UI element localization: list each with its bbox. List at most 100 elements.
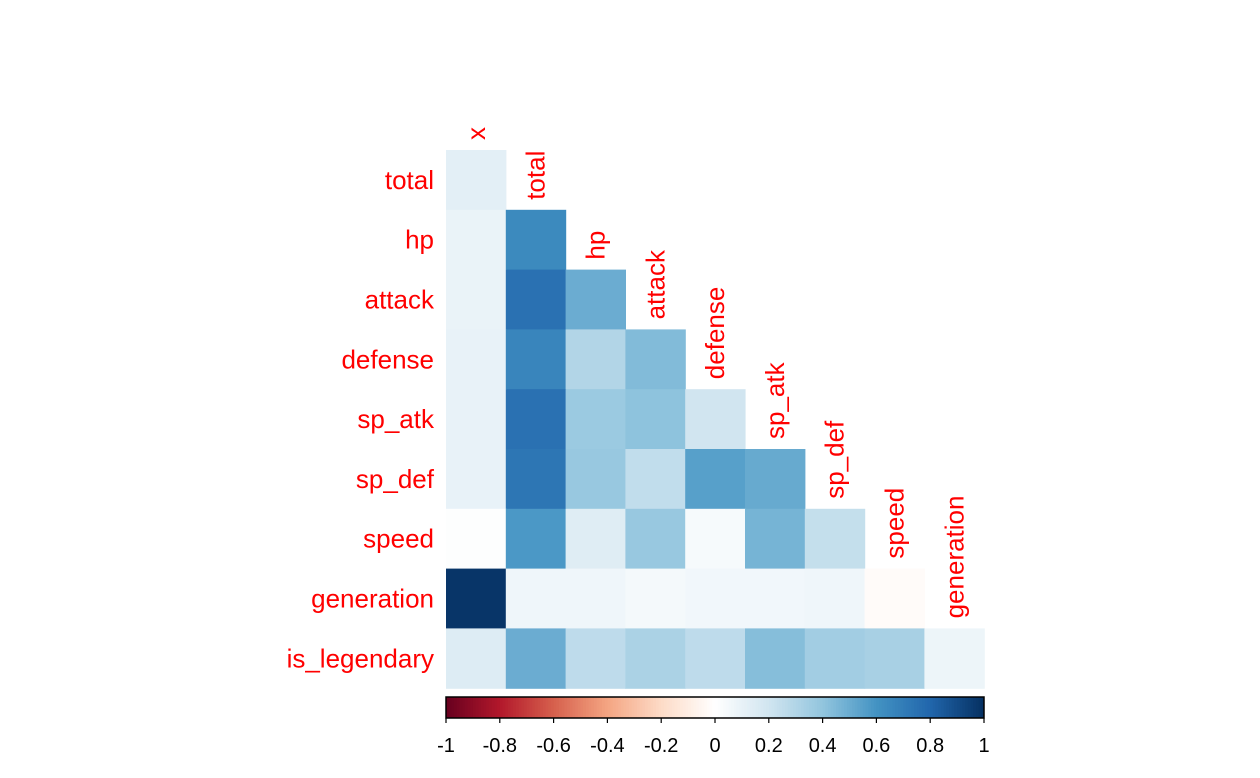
colorbar-segment <box>927 697 931 718</box>
colorbar-segment <box>836 697 840 718</box>
heatmap-cell-attack-hp <box>565 269 626 330</box>
colorbar-segment <box>868 697 872 718</box>
colorbar-segment <box>696 697 700 718</box>
colorbar-segment <box>846 697 850 718</box>
row-label-sp_atk: sp_atk <box>357 404 435 434</box>
row-label-defense: defense <box>341 344 434 374</box>
colorbar-segment <box>962 697 966 718</box>
colorbar-segment <box>763 697 767 718</box>
colorbar-segment <box>879 697 883 718</box>
colorbar-segment <box>975 697 980 718</box>
colorbar-tick-label: 0.4 <box>809 735 837 757</box>
colorbar-segment <box>521 697 525 718</box>
colorbar-segment <box>739 697 743 718</box>
column-label-attack: attack <box>640 249 670 319</box>
colorbar-segment <box>959 697 963 718</box>
colorbar-segment <box>723 697 727 718</box>
colorbar-segment <box>776 697 781 718</box>
colorbar-segment <box>448 697 452 718</box>
colorbar-segment <box>862 697 867 718</box>
colorbar-segment <box>706 697 711 718</box>
colorbar-tick-label: -0.4 <box>590 735 624 757</box>
colorbar-segment <box>567 697 571 718</box>
colorbar-segment <box>795 697 799 718</box>
heatmap-cell-speed-x <box>446 508 507 570</box>
column-label-defense: defense <box>700 287 730 380</box>
heatmap-cell-sp_def-defense <box>685 449 746 510</box>
colorbar-segment <box>599 697 603 718</box>
colorbar-segment <box>895 697 899 718</box>
heatmap-cell-speed-hp <box>565 508 626 570</box>
row-label-speed: speed <box>363 524 434 554</box>
heatmap-cell-generation-total <box>505 568 567 629</box>
colorbar-segment <box>454 697 458 718</box>
colorbar-segment <box>728 697 732 718</box>
colorbar-segment <box>628 697 633 718</box>
heatmap-cell-generation-sp_def <box>804 568 866 629</box>
colorbar-segment <box>720 697 724 718</box>
column-label-generation: generation <box>939 496 969 619</box>
colorbar-segment <box>553 697 557 718</box>
colorbar-segment <box>497 697 501 718</box>
colorbar-segment <box>446 697 450 718</box>
colorbar-segment <box>736 697 740 718</box>
colorbar-segment <box>876 697 880 718</box>
colorbar-segment <box>819 697 824 718</box>
colorbar-segment <box>741 697 746 718</box>
colorbar-segment <box>489 697 493 718</box>
heatmap-cell-generation-attack <box>625 568 686 629</box>
colorbar-tick-label: 1 <box>978 735 989 757</box>
colorbar-segment <box>779 697 783 718</box>
heatmap-cell-defense-total <box>505 329 567 390</box>
heatmap-cell-is_legendary-total <box>505 628 567 689</box>
colorbar-segment <box>698 697 703 718</box>
heatmap-cell-sp_def-attack <box>625 449 686 510</box>
colorbar-segment <box>558 697 563 718</box>
colorbar-segment <box>478 697 482 718</box>
colorbar-segment <box>967 697 972 718</box>
colorbar-segment <box>887 697 891 718</box>
colorbar-segment <box>900 697 904 718</box>
colorbar-segment <box>946 697 950 718</box>
colorbar-segment <box>811 697 816 718</box>
heatmap-cell-sp_def-hp <box>565 449 626 510</box>
colorbar-segment <box>572 697 576 718</box>
colorbar-segment <box>475 697 479 718</box>
colorbar-segment <box>669 697 673 718</box>
row-label-is_legendary: is_legendary <box>287 643 434 673</box>
colorbar-segment <box>470 697 474 718</box>
colorbar-segment <box>561 697 565 718</box>
colorbar-segment <box>507 697 512 718</box>
colorbar-segment <box>841 697 845 718</box>
colorbar-segment <box>682 697 686 718</box>
colorbar-segment <box>505 697 509 718</box>
heatmap-cell-is_legendary-x <box>446 628 507 689</box>
colorbar-segment <box>803 697 807 718</box>
colorbar-segment <box>693 697 697 718</box>
colorbar-segment <box>957 697 961 718</box>
colorbar-segment <box>914 697 918 718</box>
colorbar-segment <box>456 697 460 718</box>
heatmap-cell-sp_def-sp_atk <box>745 449 806 510</box>
colorbar-segment <box>970 697 974 718</box>
heatmap-cell-defense-hp <box>565 329 626 390</box>
colorbar-segment <box>852 697 856 718</box>
colorbar-segment <box>725 697 729 718</box>
heatmap-cell-speed-sp_atk <box>745 508 806 570</box>
heatmap-cell-generation-hp <box>565 568 626 629</box>
colorbar-segment <box>575 697 579 718</box>
colorbar-segment <box>486 697 490 718</box>
colorbar-segment <box>766 697 770 718</box>
colorbar-segment <box>833 697 837 718</box>
row-label-generation: generation <box>311 584 434 614</box>
heatmap-cell-is_legendary-defense <box>685 628 746 689</box>
colorbar-segment <box>610 697 614 718</box>
colorbar-segment <box>647 697 651 718</box>
colorbar-segment <box>844 697 848 718</box>
colorbar-segment <box>908 697 912 718</box>
colorbar-segment <box>532 697 536 718</box>
heatmap-cell-sp_atk-x <box>446 389 507 450</box>
colorbar-tick-label: -0.8 <box>483 735 517 757</box>
colorbar-segment <box>793 697 797 718</box>
heatmap-cell-defense-x <box>446 329 507 390</box>
